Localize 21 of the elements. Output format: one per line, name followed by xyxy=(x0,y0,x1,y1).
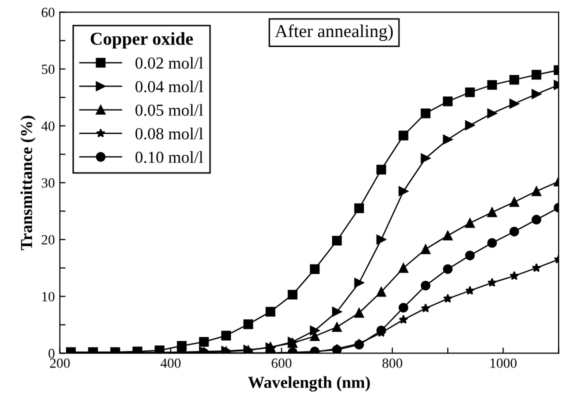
x-tick-label: 600 xyxy=(272,358,292,368)
y-tick-label: 60 xyxy=(42,8,54,18)
legend-title: Copper oxide xyxy=(90,32,193,49)
y-tick-label: 10 xyxy=(42,292,54,302)
y-tick-label: 50 xyxy=(42,64,54,74)
y-tick-label: 0 xyxy=(48,348,54,358)
y-tick-label: 30 xyxy=(42,178,54,188)
x-tick-label: 800 xyxy=(382,358,402,368)
y-tick-label: 40 xyxy=(41,121,54,131)
legend-label: 0.02 mol/l xyxy=(135,56,204,69)
y-axis-title: Transmittance (%) xyxy=(20,116,36,250)
annotation: After annealing) xyxy=(274,24,393,41)
legend-label: 0.08 mol/l xyxy=(135,128,204,140)
x-tick-label: 200 xyxy=(50,358,70,368)
x-tick-label: 1000 xyxy=(490,358,517,368)
legend-label: 0.05 mol/l xyxy=(135,104,204,116)
legend-label: 0.04 mol/l xyxy=(135,80,204,92)
y-tick-label: 20 xyxy=(42,235,54,244)
x-axis-title: Wavelength (nm) xyxy=(248,376,370,392)
x-tick-label: 400 xyxy=(160,358,181,368)
legend-label: 0.10 mol/l xyxy=(135,151,204,163)
